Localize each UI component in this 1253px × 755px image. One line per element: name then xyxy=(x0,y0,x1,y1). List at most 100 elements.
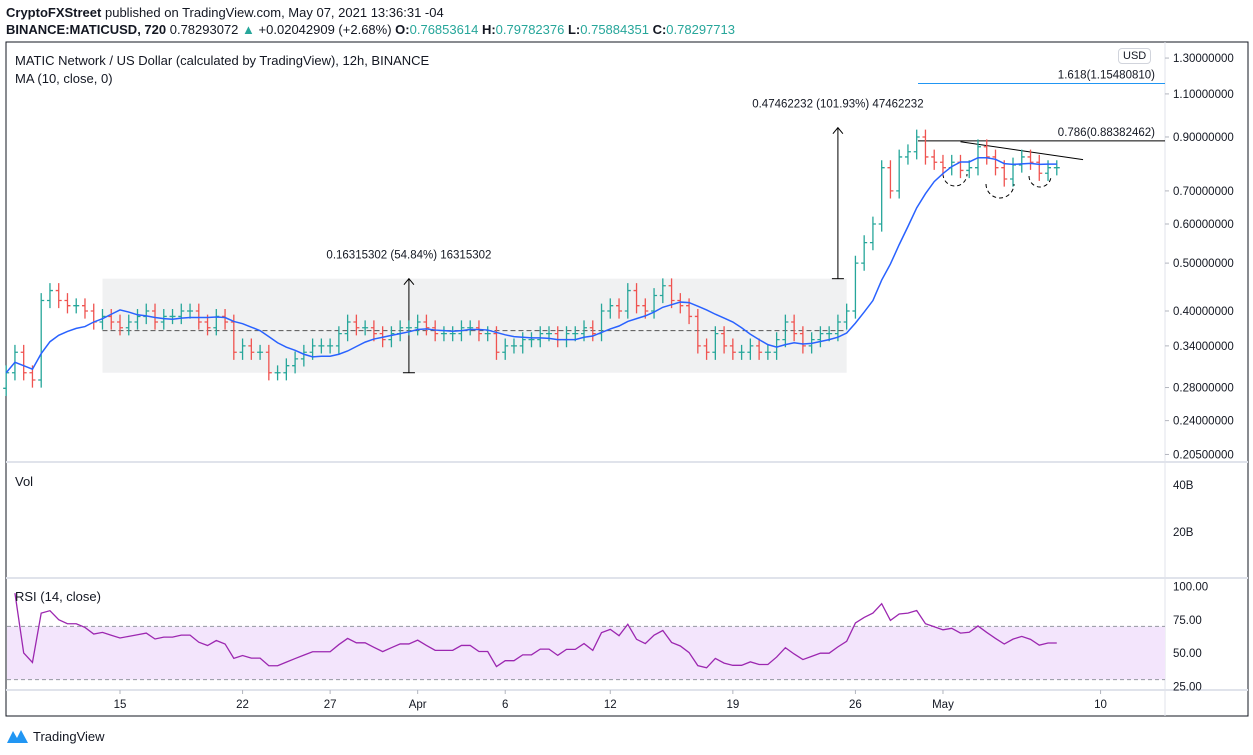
time-tick-label: 10 xyxy=(1094,699,1107,711)
ohlc-bar xyxy=(756,338,763,360)
ohlc-bar xyxy=(843,303,850,330)
ohlc-bar xyxy=(939,154,946,176)
high-label: H: xyxy=(481,22,496,37)
ohlc-bar xyxy=(440,326,447,342)
ohlc-bar xyxy=(449,326,456,342)
close-label: C: xyxy=(652,22,667,37)
ohlc-bar xyxy=(712,326,719,360)
ohlc-bar xyxy=(782,314,789,348)
ohlc-bar xyxy=(195,303,202,330)
ohlc-bar xyxy=(957,154,964,179)
ohlc-bar xyxy=(248,338,255,360)
ohlc-bar xyxy=(222,309,229,330)
ohlc-bar xyxy=(388,326,395,348)
ohlc-bar xyxy=(694,309,701,354)
price-tick-label: 0.40000000 xyxy=(1173,306,1234,318)
arrow-up-icon xyxy=(403,277,415,286)
currency-button[interactable]: USD xyxy=(1118,48,1152,64)
ohlc-bar xyxy=(502,338,509,360)
time-tick-label: 12 xyxy=(604,699,617,711)
ohlc-bar xyxy=(318,338,325,354)
ohlc-bar xyxy=(729,338,736,360)
price-tick-label: 1.30000000 xyxy=(1173,53,1234,65)
volume-tick-label: 20B xyxy=(1173,527,1194,539)
ohlc-bar xyxy=(817,326,824,348)
vol-legend[interactable]: Vol xyxy=(15,474,34,489)
change: +0.02042909 (+2.68%) xyxy=(258,22,392,37)
ohlc-bar xyxy=(405,320,412,336)
range-measure-label: 0.16315302 (54.84%) 16315302 xyxy=(326,250,491,262)
up-arrow-icon: ▲ xyxy=(242,22,255,37)
ohlc-bar xyxy=(125,314,132,336)
price-tick-label: 0.34000000 xyxy=(1173,341,1234,353)
ohlc-bar xyxy=(257,344,264,360)
ohlc-bar xyxy=(826,326,833,342)
ohlc-bar xyxy=(1001,160,1008,187)
close-value: 0.78297713 xyxy=(666,22,735,37)
symbol: BINANCE:MATICUSD, 720 xyxy=(6,22,167,37)
ma-line xyxy=(5,156,1057,374)
rsi-tick-label: 100.00 xyxy=(1173,582,1208,594)
ohlc-bar xyxy=(1027,149,1034,170)
time-tick-label: Apr xyxy=(409,699,427,711)
open-label: O: xyxy=(395,22,410,37)
tradingview-logo[interactable]: TradingView xyxy=(6,728,105,744)
ohlc-bar xyxy=(738,344,745,360)
breakout-measure-label: 0.47462232 (101.93%) 47462232 xyxy=(752,99,923,111)
open-value: 0.76853614 xyxy=(409,22,479,37)
ohlc-bar xyxy=(353,314,360,336)
ohlc-bar xyxy=(1010,157,1017,187)
ohlc-bar xyxy=(292,351,299,374)
ohlc-bar xyxy=(677,293,684,314)
pattern-arc xyxy=(985,183,1015,199)
ohlc-bar xyxy=(764,344,771,360)
published-text: published on TradingView.com, May 07, 20… xyxy=(104,5,444,20)
ohlc-bar xyxy=(668,278,675,309)
ohlc-bar xyxy=(922,129,929,165)
ma-legend[interactable]: MA (10, close, 0) xyxy=(15,71,113,86)
publisher[interactable]: CryptoFXStreet xyxy=(6,5,102,20)
time-tick-label: 26 xyxy=(849,699,862,711)
ohlc-bar xyxy=(791,314,798,342)
last-price: 0.78293072 xyxy=(169,22,239,37)
pattern-arc xyxy=(942,173,968,187)
ohlc-bar xyxy=(239,338,246,360)
chart-frame xyxy=(5,41,1249,717)
ohlc-bar xyxy=(423,314,430,336)
ohlc-bar xyxy=(414,314,421,336)
price-tick-label: 1.10000000 xyxy=(1173,89,1234,101)
price-tick-label: 0.20500000 xyxy=(1173,449,1234,461)
ohlc-bar xyxy=(703,338,710,360)
rsi-tick-label: 75.00 xyxy=(1173,615,1202,627)
ohlc-bar xyxy=(799,326,806,354)
range-box xyxy=(102,278,847,373)
ohlc-bar xyxy=(537,326,544,348)
ohlc-bar xyxy=(616,298,623,319)
ohlc-bar xyxy=(484,326,491,342)
price-tick-label: 0.50000000 xyxy=(1173,258,1234,270)
fib-0786-label: 0.786(0.88382462) xyxy=(1058,127,1155,139)
ohlc-bar xyxy=(878,160,885,232)
ohlc-bar xyxy=(773,332,780,360)
ohlc-bar xyxy=(55,283,62,309)
rsi-legend[interactable]: RSI (14, close) xyxy=(15,589,101,604)
ohlc-bar xyxy=(869,216,876,251)
ohlc-bar xyxy=(300,344,307,367)
ohlc-bar xyxy=(187,303,194,319)
ohlc-bar xyxy=(327,338,334,354)
ohlc-bar xyxy=(852,255,859,319)
ohlc-bar xyxy=(20,344,27,381)
time-tick-label: 19 xyxy=(726,699,739,711)
pattern-arc xyxy=(1028,175,1052,188)
ohlc-bar xyxy=(117,314,123,336)
ohlc-bar xyxy=(904,144,911,165)
ohlc-bar xyxy=(519,332,526,354)
ohlc-bar xyxy=(896,149,903,199)
ohlc-bar xyxy=(64,293,71,314)
ohlc-bar xyxy=(1053,160,1060,176)
rsi-band xyxy=(7,626,1165,680)
ohlc-bar xyxy=(265,344,272,381)
price-tick-label: 0.90000000 xyxy=(1173,132,1234,144)
tradingview-icon xyxy=(7,730,28,743)
